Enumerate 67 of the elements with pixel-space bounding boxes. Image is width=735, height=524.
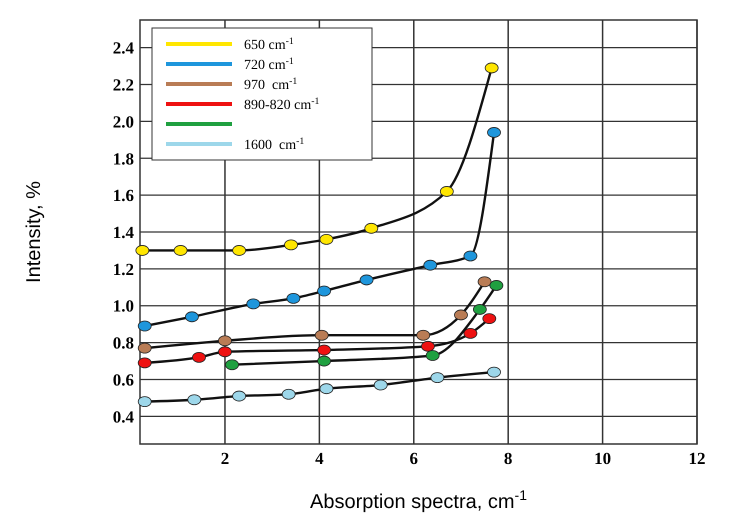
y-axis-title: Intensity, % [23, 180, 45, 283]
y-tick-label: 0.6 [112, 370, 134, 390]
point [416, 330, 430, 341]
point [138, 320, 152, 332]
point [174, 245, 188, 256]
point [232, 245, 246, 256]
y-tick-label: 1.0 [112, 296, 134, 316]
x-tick-label: 4 [315, 449, 324, 468]
legend-label: 650 cm$^{-1}$ [244, 36, 294, 53]
legend-label: 970 cm$^{-1}$ [244, 76, 298, 93]
x-tick-label: 8 [504, 449, 512, 468]
legend-label: 890-820 cm$^{-1}$ [244, 96, 320, 113]
point [487, 366, 501, 378]
point [487, 127, 501, 138]
point [489, 280, 504, 291]
x-tick-label: 6 [410, 449, 418, 468]
point [454, 310, 468, 320]
y-tick-label: 2.2 [112, 76, 134, 95]
point [430, 372, 444, 384]
x-tick-label: 10 [594, 449, 612, 468]
point [478, 276, 492, 288]
x-tick-label: 12 [688, 449, 706, 468]
point [426, 350, 440, 361]
point [317, 356, 331, 366]
point [484, 62, 499, 74]
legend-label: 720 cm$^{-1}$ [244, 56, 294, 73]
x-axis-title: Absorption spectra, cm$^{-1}$ [310, 487, 528, 513]
point [138, 357, 152, 368]
point [185, 311, 199, 322]
point [138, 342, 152, 354]
point [464, 328, 478, 339]
legend-label: 1600 cm$^{-1}$ [244, 136, 304, 153]
point [472, 304, 487, 315]
point [374, 380, 388, 390]
point [320, 234, 334, 245]
point [286, 292, 300, 304]
point [360, 274, 374, 286]
y-tick-label: 2.4 [112, 38, 134, 58]
point [317, 286, 331, 296]
y-tick-label: 1.8 [112, 149, 134, 168]
point [135, 245, 150, 256]
point [138, 396, 152, 407]
point [218, 346, 232, 358]
point [187, 394, 202, 406]
point [282, 388, 296, 400]
x-tick-label: 2 [220, 449, 230, 468]
point [314, 330, 329, 341]
point [482, 313, 496, 324]
point [218, 335, 232, 346]
point [421, 340, 435, 352]
y-tick-label: 1.2 [112, 260, 134, 279]
point [284, 240, 298, 250]
point [364, 222, 378, 234]
y-tick-label: 0.8 [112, 334, 134, 353]
point [192, 352, 206, 363]
point [317, 344, 331, 356]
y-tick-label: 2.0 [112, 112, 134, 132]
y-tick-label: 1.6 [112, 186, 134, 206]
point [320, 383, 334, 394]
point [423, 260, 438, 271]
point [225, 359, 239, 370]
y-tick-label: 1.4 [112, 223, 134, 242]
point [440, 186, 454, 197]
point [246, 298, 260, 310]
point [464, 250, 478, 262]
point [232, 390, 246, 402]
y-tick-label: 0.4 [112, 407, 134, 426]
